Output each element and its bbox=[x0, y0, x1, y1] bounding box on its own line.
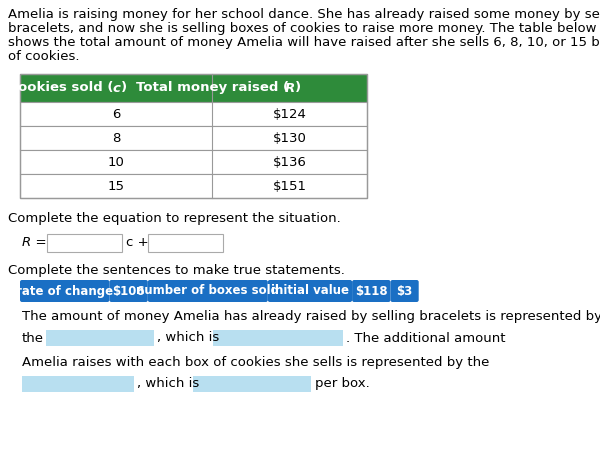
FancyBboxPatch shape bbox=[148, 280, 268, 302]
FancyBboxPatch shape bbox=[391, 280, 419, 302]
Text: . The additional amount: . The additional amount bbox=[346, 332, 505, 344]
FancyBboxPatch shape bbox=[20, 74, 367, 102]
Text: $3: $3 bbox=[397, 284, 413, 298]
FancyBboxPatch shape bbox=[20, 150, 367, 174]
FancyBboxPatch shape bbox=[22, 376, 134, 392]
FancyBboxPatch shape bbox=[193, 376, 311, 392]
Text: 6: 6 bbox=[112, 107, 120, 120]
Text: $151: $151 bbox=[272, 180, 307, 193]
Text: c: c bbox=[112, 81, 120, 94]
Text: 8: 8 bbox=[112, 131, 120, 144]
FancyBboxPatch shape bbox=[20, 102, 367, 126]
Text: , which is: , which is bbox=[137, 377, 199, 390]
FancyBboxPatch shape bbox=[109, 280, 148, 302]
Text: Amelia raises with each box of cookies she sells is represented by the: Amelia raises with each box of cookies s… bbox=[22, 356, 490, 369]
Text: of cookies.: of cookies. bbox=[8, 50, 79, 63]
FancyBboxPatch shape bbox=[268, 280, 352, 302]
Text: $106: $106 bbox=[112, 284, 145, 298]
Text: Boxes of cookies sold (: Boxes of cookies sold ( bbox=[0, 81, 116, 94]
Text: Complete the sentences to make true statements.: Complete the sentences to make true stat… bbox=[8, 264, 345, 277]
Text: the: the bbox=[22, 332, 44, 344]
Text: $124: $124 bbox=[272, 107, 307, 120]
Text: R: R bbox=[284, 81, 295, 94]
Text: bracelets, and now she is selling boxes of cookies to raise more money. The tabl: bracelets, and now she is selling boxes … bbox=[8, 22, 596, 35]
Text: The amount of money Amelia has already raised by selling bracelets is represente: The amount of money Amelia has already r… bbox=[22, 310, 600, 323]
Text: c +: c + bbox=[126, 237, 149, 250]
FancyBboxPatch shape bbox=[20, 126, 367, 150]
FancyBboxPatch shape bbox=[47, 234, 122, 252]
Text: $118: $118 bbox=[355, 284, 388, 298]
FancyBboxPatch shape bbox=[20, 174, 367, 198]
Text: 15: 15 bbox=[107, 180, 125, 193]
Text: Complete the equation to represent the situation.: Complete the equation to represent the s… bbox=[8, 212, 341, 225]
Text: ): ) bbox=[121, 81, 127, 94]
FancyBboxPatch shape bbox=[46, 330, 154, 346]
Text: R =: R = bbox=[22, 237, 47, 250]
Text: number of boxes sold: number of boxes sold bbox=[136, 284, 279, 298]
FancyBboxPatch shape bbox=[148, 234, 223, 252]
Text: ): ) bbox=[295, 81, 301, 94]
Text: initial value: initial value bbox=[271, 284, 349, 298]
Text: Amelia is raising money for her school dance. She has already raised some money : Amelia is raising money for her school d… bbox=[8, 8, 600, 21]
Text: $136: $136 bbox=[272, 156, 307, 169]
Text: shows the total amount of money Amelia will have raised after she sells 6, 8, 10: shows the total amount of money Amelia w… bbox=[8, 36, 600, 49]
FancyBboxPatch shape bbox=[352, 280, 391, 302]
Text: 10: 10 bbox=[107, 156, 124, 169]
FancyBboxPatch shape bbox=[20, 280, 109, 302]
Text: , which is: , which is bbox=[157, 332, 219, 344]
FancyBboxPatch shape bbox=[213, 330, 343, 346]
Text: Total money raised (: Total money raised ( bbox=[136, 81, 290, 94]
Text: per box.: per box. bbox=[315, 377, 370, 390]
Text: rate of change: rate of change bbox=[16, 284, 113, 298]
Text: $130: $130 bbox=[272, 131, 307, 144]
